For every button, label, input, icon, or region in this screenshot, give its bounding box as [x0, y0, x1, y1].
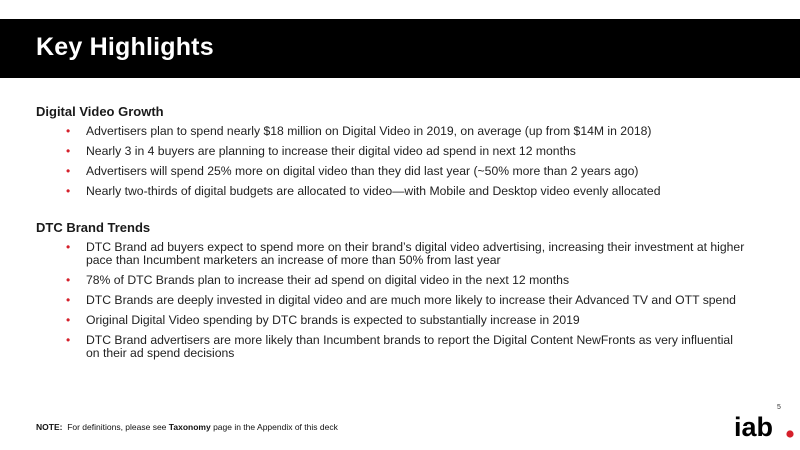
bullet-icon: •: [66, 293, 71, 307]
list-item: • DTC Brand ad buyers expect to spend mor…: [66, 241, 746, 267]
bullet-icon: •: [66, 144, 71, 158]
logo-text: iab: [734, 413, 773, 441]
list-item: • DTC Brand advertisers are more likely t…: [66, 334, 746, 360]
bullet-text: Advertisers will spend 25% more on digit…: [86, 164, 639, 178]
bullet-icon: •: [66, 240, 71, 254]
bullet-icon: •: [66, 273, 71, 287]
iab-logo: iab: [734, 413, 794, 441]
taxonomy-link[interactable]: Taxonomy: [168, 422, 211, 432]
bullet-text: Nearly 3 in 4 buyers are planning to inc…: [86, 144, 576, 158]
bullet-icon: •: [66, 333, 71, 347]
bullet-text: DTC Brand advertisers are more likely th…: [86, 333, 733, 360]
bullet-text: DTC Brands are deeply invested in digita…: [86, 293, 736, 307]
list-item: • DTC Brands are deeply invested in digit…: [66, 294, 746, 307]
section-heading-digital-video: Digital Video Growth: [36, 104, 164, 119]
bullet-text: Nearly two-thirds of digital budgets are…: [86, 184, 661, 198]
bullet-text: Original Digital Video spending by DTC b…: [86, 313, 580, 327]
logo-dot: [786, 430, 794, 438]
footnote: NOTE: For definitions, please see Taxono…: [36, 422, 338, 432]
list-item: • Original Digital Video spending by DTC …: [66, 314, 746, 327]
page-title: Key Highlights: [36, 33, 214, 61]
bullet-icon: •: [66, 164, 71, 178]
list-item: • Advertisers will spend 25% more on digi…: [66, 165, 746, 178]
title-bar: Key Highlights: [0, 19, 800, 78]
bullet-list-digital-video: • Advertisers plan to spend nearly $18 mi…: [66, 125, 746, 205]
bullet-list-dtc-brand: • DTC Brand ad buyers expect to spend mor…: [66, 241, 746, 367]
note-suffix: page in the Appendix of this deck: [213, 422, 338, 432]
bullet-icon: •: [66, 313, 71, 327]
list-item: • Nearly two-thirds of digital budgets ar…: [66, 185, 746, 198]
bullet-text: Advertisers plan to spend nearly $18 mil…: [86, 124, 652, 138]
bullet-text: DTC Brand ad buyers expect to spend more…: [86, 240, 745, 267]
list-item: • Advertisers plan to spend nearly $18 mi…: [66, 125, 746, 138]
bullet-icon: •: [66, 124, 71, 138]
note-prefix: For definitions, please see: [67, 422, 167, 432]
section-heading-dtc-brand: DTC Brand Trends: [36, 220, 151, 235]
note-label: NOTE:: [36, 422, 63, 432]
page-number: 5: [777, 404, 781, 411]
bullet-text: 78% of DTC Brands plan to increase their…: [86, 273, 570, 287]
bullet-icon: •: [66, 184, 71, 198]
list-item: • 78% of DTC Brands plan to increase thei…: [66, 274, 746, 287]
list-item: • Nearly 3 in 4 buyers are planning to in…: [66, 145, 746, 158]
